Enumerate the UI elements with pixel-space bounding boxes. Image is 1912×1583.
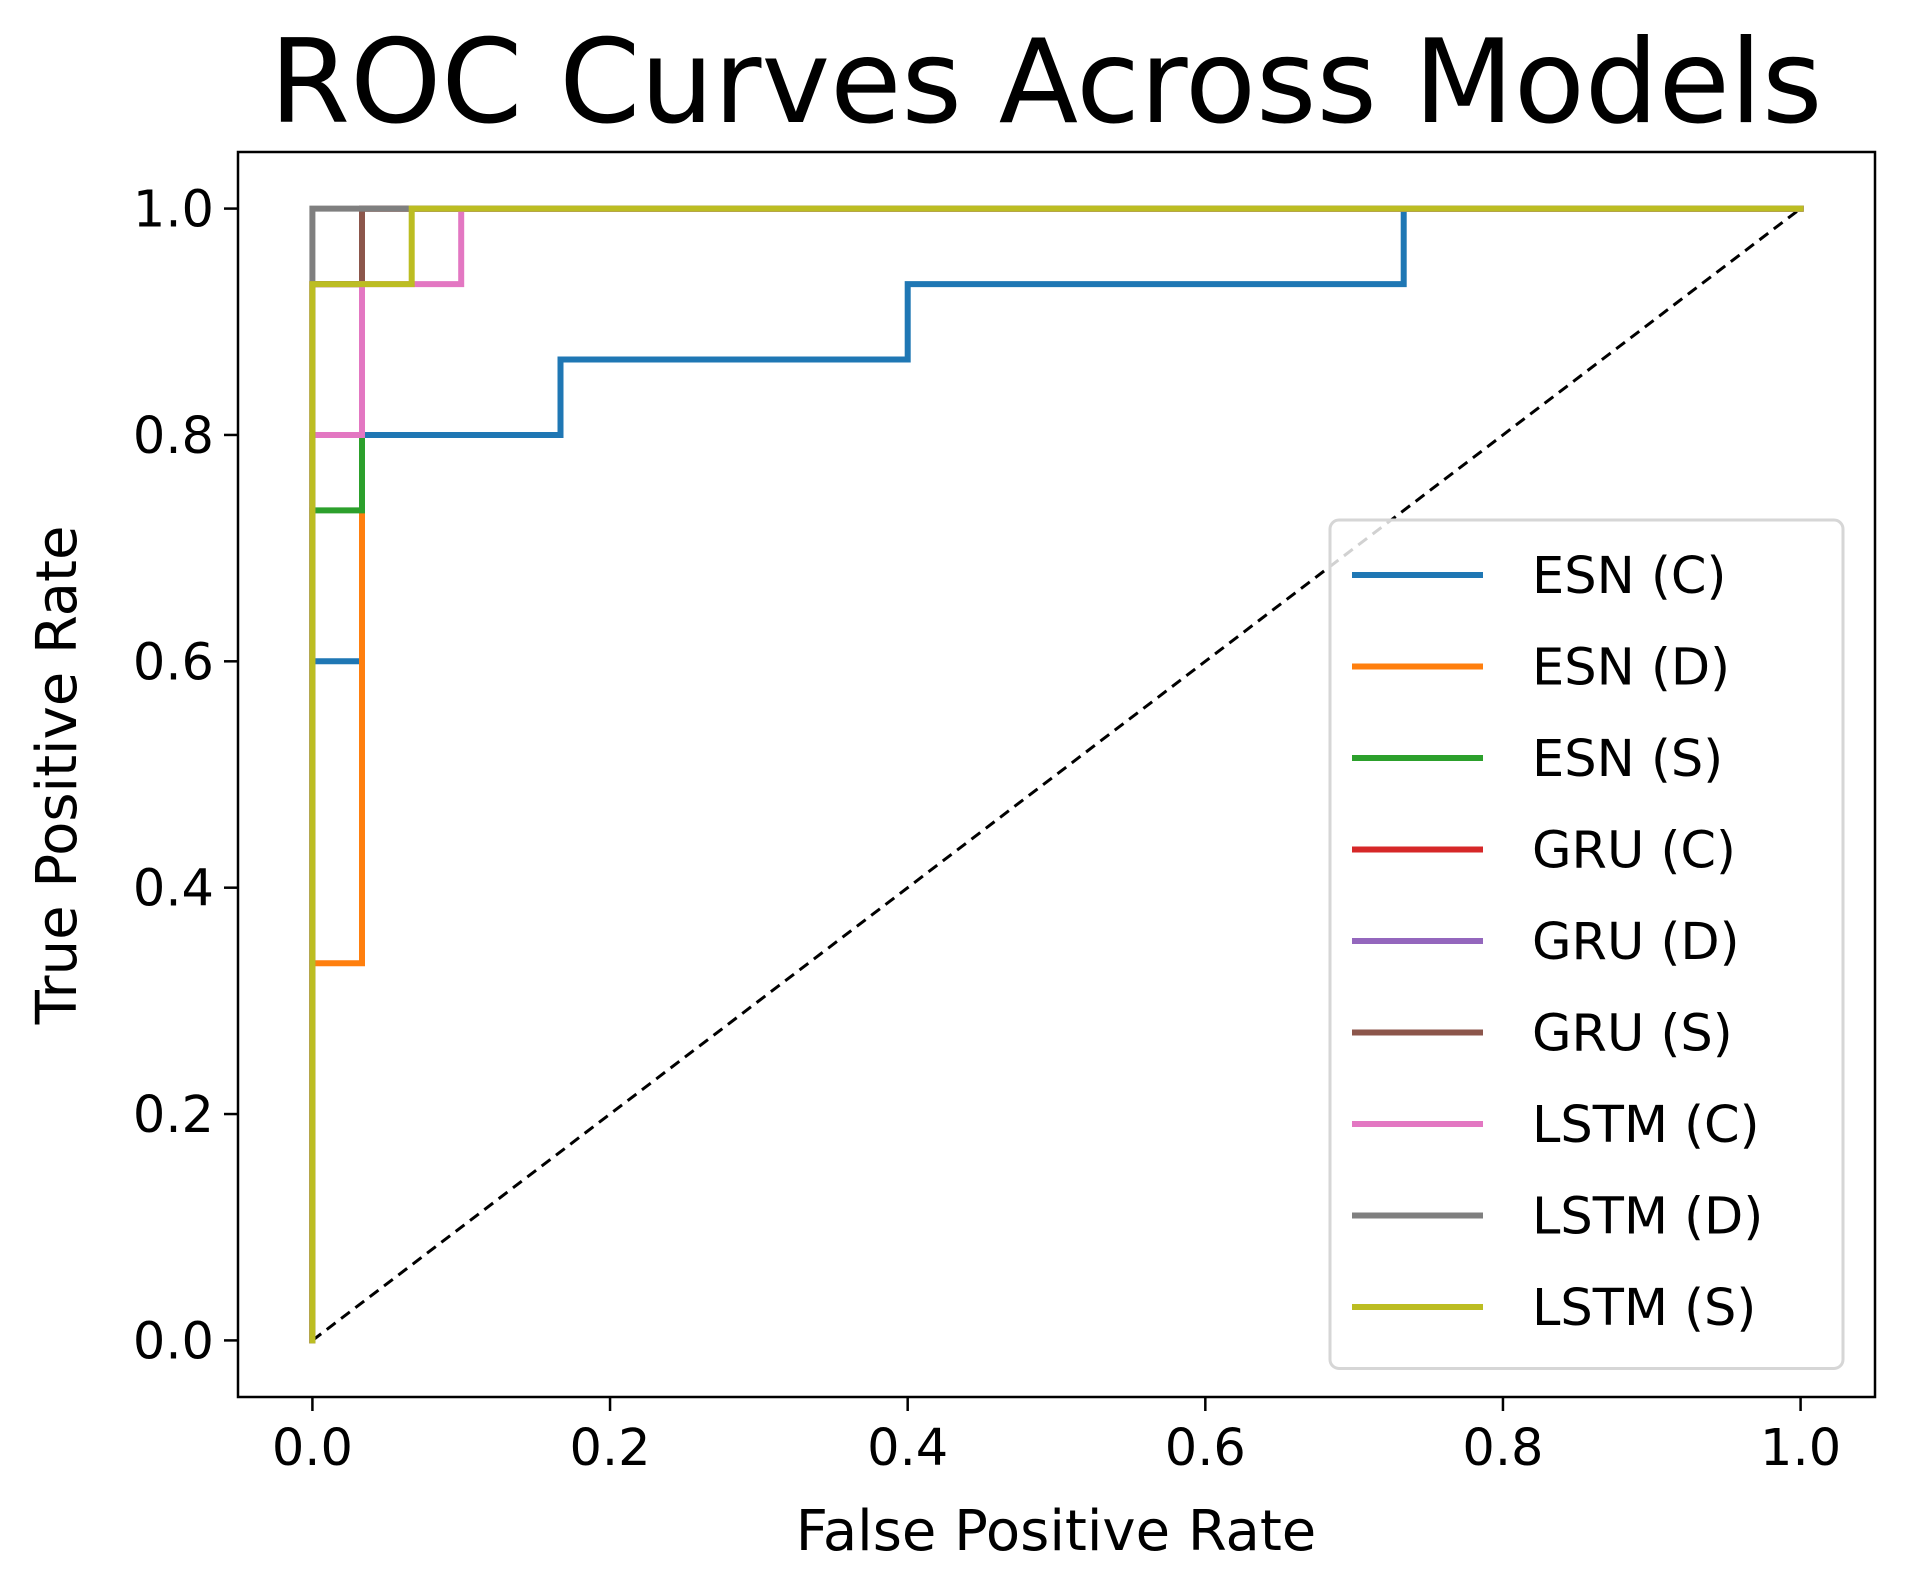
- y-tick-label: 0.4: [133, 860, 214, 919]
- x-tick-label: 0.4: [867, 1419, 948, 1478]
- legend-label-0: ESN (C): [1532, 547, 1726, 606]
- legend-label-7: LSTM (D): [1532, 1188, 1763, 1247]
- axis-ticks: 0.0 0.2 0.4 0.6 0.8 1.0 0.0 0.2 0.4 0.6 0.8 1.0: [133, 181, 1841, 1478]
- legend-box: [1328, 518, 1845, 1370]
- legend-label-8: LSTM (S): [1532, 1279, 1756, 1338]
- y-tick-label: 0.0: [133, 1312, 214, 1371]
- legend-label-4: GRU (D): [1532, 913, 1740, 972]
- plot-frame: [236, 150, 1877, 1399]
- y-tick-label: 1.0: [133, 181, 214, 240]
- legend-label-3: GRU (C): [1532, 822, 1736, 881]
- x-axis-label: False Positive Rate: [796, 1499, 1316, 1564]
- y-tick-label: 0.2: [133, 1086, 214, 1145]
- chart-title: ROC Curves Across Models: [270, 15, 1823, 150]
- legend: ESN (C) ESN (D) ESN (S) GRU (C) GRU (D) GRU (…: [1328, 518, 1845, 1370]
- x-tick-label: 1.0: [1760, 1419, 1841, 1478]
- legend-label-5: GRU (S): [1532, 1005, 1733, 1064]
- legend-label-1: ESN (D): [1532, 639, 1730, 698]
- legend-label-6: LSTM (C): [1532, 1096, 1760, 1155]
- y-axis-label: True Positive Rate: [25, 526, 90, 1026]
- plot-area: [309, 205, 1804, 1344]
- x-tick-label: 0.8: [1462, 1419, 1543, 1478]
- x-tick-label: 0.0: [272, 1419, 353, 1478]
- y-tick-label: 0.8: [133, 407, 214, 466]
- x-tick-label: 0.6: [1165, 1419, 1246, 1478]
- chance-line: [311, 207, 1802, 1342]
- x-tick-label: 0.2: [569, 1419, 650, 1478]
- legend-label-2: ESN (S): [1532, 730, 1723, 789]
- y-tick-label: 0.6: [133, 633, 214, 692]
- roc-line-8: [309, 205, 1804, 1344]
